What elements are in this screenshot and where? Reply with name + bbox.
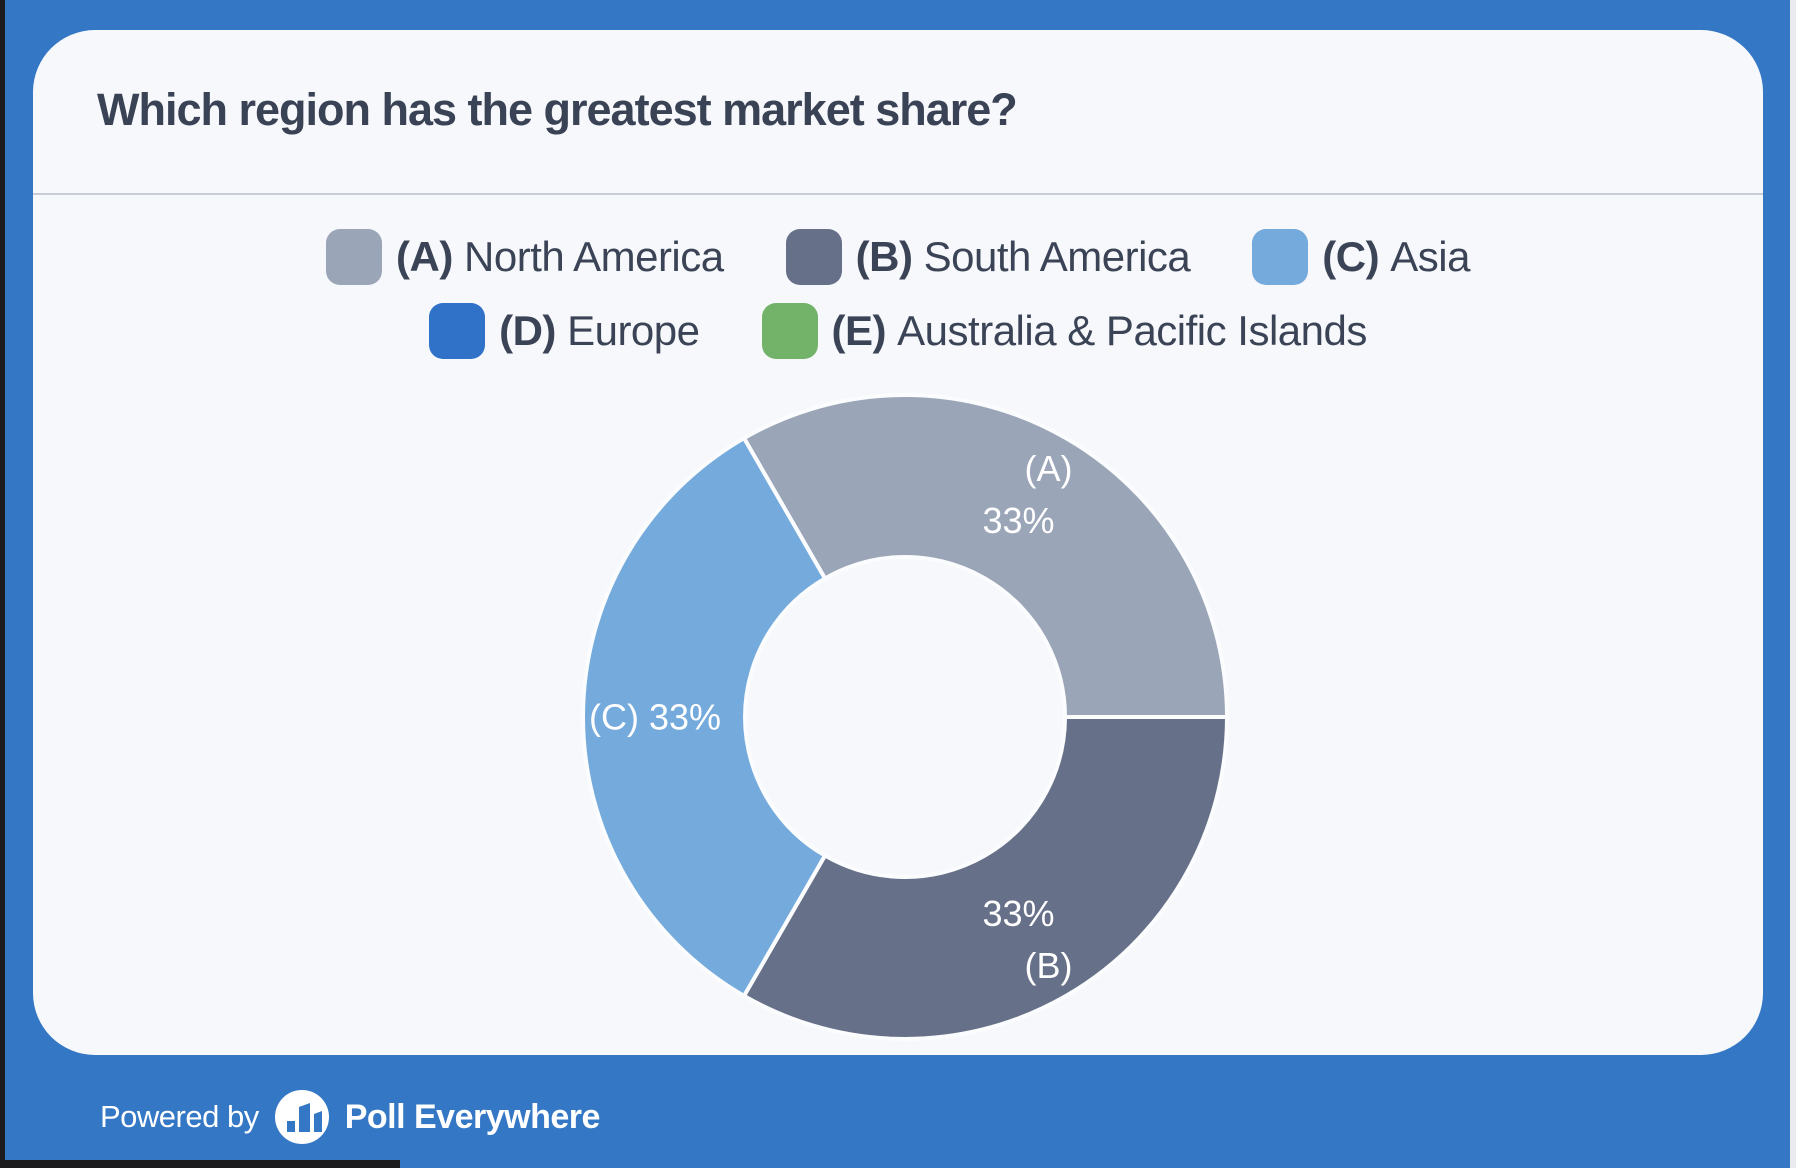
donut-segment-a xyxy=(742,393,1229,719)
legend-swatch-icon xyxy=(1252,229,1309,285)
legend-text: (E) Australia & Pacific Islands xyxy=(831,307,1368,355)
legend-option-label: South America xyxy=(923,233,1191,280)
donut-chart-svg: (A) 33% (B) 33% (C) 33% xyxy=(581,393,1229,1041)
legend-swatch-icon xyxy=(785,229,842,285)
legend-text: (C) Asia xyxy=(1322,233,1470,281)
legend-item-d: (D) Europe xyxy=(429,303,700,359)
title-divider xyxy=(33,193,1763,195)
legend-option-label: Australia & Pacific Islands xyxy=(897,307,1367,354)
legend-swatch-icon xyxy=(326,229,383,285)
legend-option-key: (E) xyxy=(831,307,898,354)
legend-item-b: (B) South America xyxy=(785,229,1191,285)
poll-everywhere-logo-icon[interactable] xyxy=(274,1090,329,1144)
screen-edge-bottom xyxy=(0,1160,400,1168)
donut-segment-b xyxy=(742,715,1229,1041)
legend-row-2: (D) Europe (E) Australia & Pacific Island… xyxy=(429,303,1367,359)
screen-edge-left xyxy=(0,0,5,1168)
legend-option-key: (A) xyxy=(396,233,465,280)
donut-segment-c xyxy=(581,436,827,998)
screen-edge-right xyxy=(1790,0,1796,1168)
legend-item-e: (E) Australia & Pacific Islands xyxy=(761,303,1368,359)
footer: Powered by Poll Everywhere xyxy=(100,1086,600,1148)
segment-label-a-pct: 33% xyxy=(982,500,1054,541)
legend-text: (B) South America xyxy=(856,233,1191,281)
legend-option-label: Europe xyxy=(567,307,700,354)
donut-chart: (A) 33% (B) 33% (C) 33% xyxy=(555,367,1255,1055)
legend-swatch-icon xyxy=(761,303,818,359)
legend-option-label: Asia xyxy=(1390,233,1470,280)
segment-label-b-pct: 33% xyxy=(982,893,1054,934)
legend-option-key: (D) xyxy=(499,307,568,354)
legend-option-key: (C) xyxy=(1322,233,1391,280)
powered-by-text: Powered by xyxy=(100,1099,259,1134)
segment-label-b: (B) xyxy=(1025,945,1073,986)
legend-item-c: (C) Asia xyxy=(1252,229,1470,285)
legend-row-1: (A) North America (B) South America (C) As… xyxy=(326,229,1470,285)
legend-option-key: (B) xyxy=(855,233,924,280)
question-title: Which region has the greatest market sha… xyxy=(97,84,1018,135)
brand-name[interactable]: Poll Everywhere xyxy=(344,1097,601,1136)
poll-result-card: Which region has the greatest market sha… xyxy=(33,30,1763,1055)
legend-item-a: (A) North America xyxy=(326,229,724,285)
segment-label-a: (A) xyxy=(1025,448,1073,489)
legend-text: (D) Europe xyxy=(499,307,700,355)
legend-option-label: North America xyxy=(464,233,724,280)
chart-legend: (A) North America (B) South America (C) As… xyxy=(33,229,1763,359)
legend-swatch-icon xyxy=(429,303,486,359)
legend-text: (A) North America xyxy=(396,233,724,281)
segment-label-c: (C) 33% xyxy=(589,697,721,738)
